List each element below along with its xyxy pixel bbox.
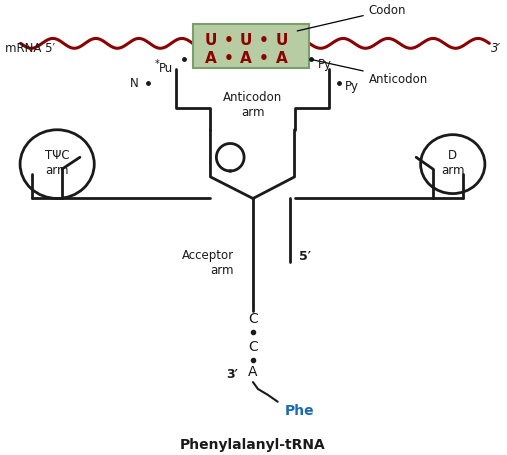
- Text: N: N: [130, 77, 139, 90]
- Text: 5′: 5′: [300, 249, 311, 263]
- Text: Py: Py: [318, 58, 332, 71]
- Text: A: A: [240, 51, 252, 66]
- Text: 3′: 3′: [491, 42, 501, 55]
- Text: Phe: Phe: [284, 403, 314, 417]
- Text: TΨC
arm: TΨC arm: [45, 149, 69, 177]
- Text: Phenylalanyl-tRNA: Phenylalanyl-tRNA: [180, 437, 326, 451]
- Text: Anticodon
arm: Anticodon arm: [224, 91, 282, 119]
- Text: Acceptor
arm: Acceptor arm: [182, 249, 234, 277]
- Text: Py: Py: [345, 80, 359, 93]
- Text: D
arm: D arm: [441, 149, 464, 177]
- Text: *: *: [155, 59, 159, 69]
- FancyBboxPatch shape: [193, 25, 309, 69]
- Text: Pu: Pu: [159, 62, 173, 75]
- Text: mRNA 5′: mRNA 5′: [5, 42, 55, 55]
- Text: U: U: [240, 33, 252, 48]
- Text: U: U: [275, 33, 288, 48]
- Text: •: •: [259, 51, 269, 66]
- Text: •: •: [223, 33, 233, 48]
- Text: C: C: [248, 339, 258, 353]
- Text: •: •: [223, 51, 233, 66]
- Text: U: U: [204, 33, 216, 48]
- Text: •: •: [259, 33, 269, 48]
- Text: A: A: [248, 364, 258, 379]
- Text: Anticodon: Anticodon: [312, 61, 428, 86]
- Text: A: A: [205, 51, 216, 66]
- Text: A: A: [276, 51, 287, 66]
- Text: Codon: Codon: [297, 5, 406, 32]
- Text: 3′: 3′: [226, 367, 238, 380]
- Text: C: C: [248, 312, 258, 326]
